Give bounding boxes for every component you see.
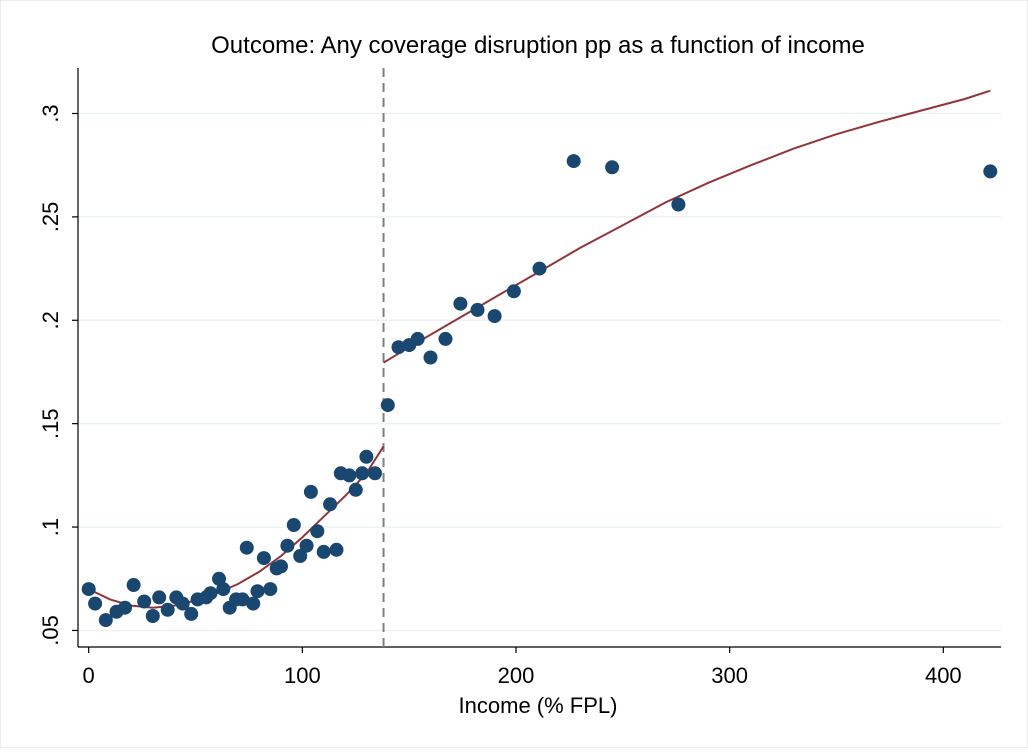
- scatter-point: [137, 594, 152, 609]
- scatter-point: [323, 497, 338, 512]
- fit-line-left: [88, 445, 385, 609]
- x-tick-label: 200: [498, 663, 535, 688]
- y-tick-label: .3: [38, 104, 63, 122]
- scatter-point: [293, 549, 308, 563]
- scatter-point: [983, 164, 998, 179]
- scatter-point: [235, 592, 250, 607]
- scatter-point: [145, 609, 160, 623]
- scatter-point: [126, 578, 141, 592]
- scatter-point: [263, 582, 278, 597]
- scatter-point: [274, 559, 288, 574]
- y-tick-label: .05: [38, 615, 63, 646]
- scatter-point: [239, 540, 254, 555]
- scatter-point: [152, 590, 167, 605]
- x-axis-label: Income (% FPL): [459, 693, 618, 718]
- scatter-point: [470, 302, 485, 317]
- scatter-point: [453, 296, 468, 311]
- scatter-point: [487, 309, 502, 324]
- scatter-point: [310, 524, 325, 539]
- scatter-point: [566, 154, 581, 169]
- scatter-point: [329, 542, 344, 557]
- scatter-point: [286, 518, 301, 532]
- scatter-point: [605, 160, 620, 175]
- scatter-point: [342, 468, 357, 483]
- plot-area: .05 .1 .15 .2 .25 .3 0 100 200 300 400: [38, 68, 1001, 688]
- scatter-point: [359, 449, 374, 464]
- scatter-point: [280, 538, 295, 553]
- scatter-point: [671, 197, 686, 212]
- x-tick-label: 0: [83, 663, 95, 688]
- scatter-point: [368, 466, 382, 481]
- scatter-point: [246, 596, 261, 611]
- scatter-point: [506, 284, 521, 299]
- y-tick-label: .2: [38, 311, 63, 329]
- x-tick-label: 400: [925, 663, 962, 688]
- scatter-point: [88, 596, 103, 611]
- scatter-point: [118, 600, 132, 615]
- scatter-point: [380, 398, 395, 413]
- scatter-point: [184, 606, 199, 621]
- x-tick-label: 100: [284, 663, 321, 688]
- y-tick-label: .25: [38, 202, 63, 233]
- scatter-point: [160, 602, 175, 617]
- scatter-point: [203, 586, 218, 601]
- scatter-point: [423, 350, 438, 365]
- scatter-point: [175, 596, 190, 611]
- scatter-point: [303, 484, 318, 499]
- scatter-point: [299, 538, 314, 553]
- y-tick-label: .15: [38, 408, 63, 439]
- scatter-point: [250, 584, 265, 599]
- scatter-point: [98, 613, 113, 628]
- chart-title: Outcome: Any coverage disruption pp as a…: [211, 32, 865, 59]
- scatter-point: [256, 551, 271, 566]
- scatter-point: [348, 482, 363, 497]
- scatter-point: [81, 582, 96, 597]
- x-tick-label: 300: [711, 663, 748, 688]
- scatter-point: [391, 340, 406, 355]
- scatter-point: [316, 544, 331, 559]
- scatter-point: [532, 261, 547, 276]
- scatter-point: [355, 466, 370, 481]
- y-tick-label: .1: [38, 518, 63, 536]
- scatter-point: [438, 331, 453, 346]
- scatter-point: [216, 582, 231, 597]
- scatter-point: [410, 331, 425, 346]
